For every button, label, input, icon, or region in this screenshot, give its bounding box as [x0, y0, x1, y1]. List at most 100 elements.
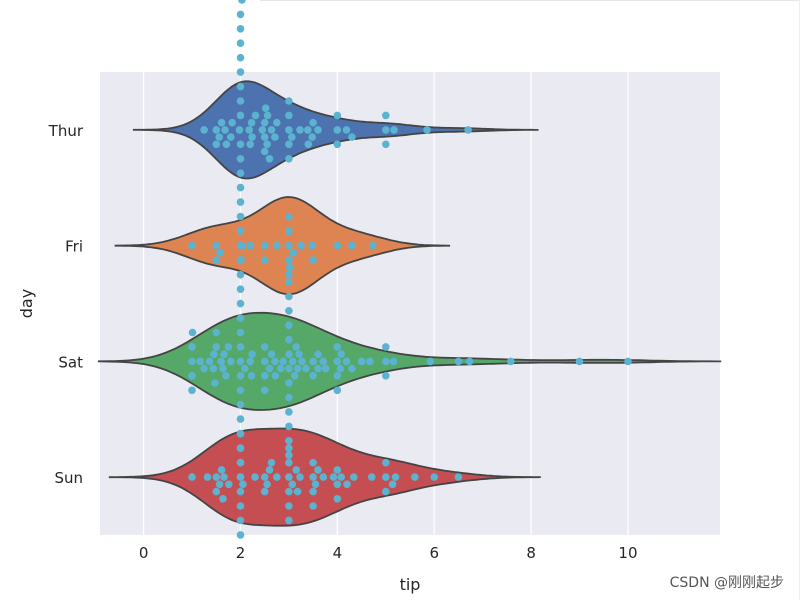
swarm-point-thur-13	[236, 97, 245, 105]
swarm-point-fri-7	[273, 241, 281, 250]
swarm-point-sat-68	[295, 350, 303, 359]
x-tick-4: 4	[333, 544, 343, 562]
swarm-point-sat-75	[319, 357, 328, 366]
swarm-point-sat-40	[260, 357, 269, 366]
swarm-point-sat-24	[236, 400, 245, 409]
swarm-point-sun-4	[215, 480, 224, 489]
swarm-point-thur-16	[236, 183, 245, 192]
swarm-point-sat-16	[222, 372, 230, 380]
swarm-point-thur-14	[236, 169, 245, 177]
swarm-point-thur-27	[238, 0, 246, 4]
swarm-point-sat-53	[285, 335, 293, 344]
swarm-point-sun-52	[382, 458, 390, 467]
swarm-point-sat-94	[507, 357, 515, 366]
swarm-point-sat-54	[285, 393, 293, 402]
swarm-point-sat-15	[220, 350, 228, 359]
swarm-point-sat-35	[238, 242, 246, 250]
swarm-point-sat-58	[285, 422, 293, 431]
swarm-point-sat-96	[624, 357, 632, 366]
swarm-point-thur-37	[261, 104, 270, 112]
swarm-point-thur-8	[228, 118, 236, 127]
swarm-point-thur-10	[236, 140, 245, 149]
swarm-point-fri-12	[285, 212, 293, 221]
swarm-point-sun-53	[388, 480, 397, 489]
swarm-point-sun-28	[285, 502, 293, 510]
swarm-point-thur-19	[236, 53, 245, 62]
swarm-point-sun-41	[319, 473, 328, 481]
swarm-point-thur-55	[314, 126, 322, 134]
swarm-point-sat-19	[236, 357, 245, 366]
swarm-point-sun-14	[236, 516, 245, 525]
swarm-point-thur-2	[212, 140, 221, 149]
swarm-point-sun-31	[288, 480, 297, 489]
swarm-point-sat-70	[302, 364, 310, 373]
swarm-point-sun-57	[454, 473, 463, 481]
swarm-point-sat-7	[205, 357, 214, 366]
swarm-point-sat-74	[314, 350, 322, 359]
top-border-line	[260, 0, 800, 1]
swarm-point-fri-9	[285, 256, 293, 264]
swarm-point-thur-43	[273, 118, 281, 127]
swarm-point-sat-38	[247, 372, 256, 380]
swarm-point-sun-5	[217, 466, 226, 474]
swarm-point-sat-5	[196, 357, 205, 366]
swarm-point-sat-50	[285, 364, 293, 373]
swarm-point-sat-46	[271, 357, 279, 366]
swarm-point-thur-11	[236, 111, 245, 120]
swarm-point-thur-64	[390, 126, 398, 134]
swarm-point-fri-13	[289, 249, 298, 257]
violin-fri	[114, 196, 451, 296]
swarm-point-fri-11	[285, 270, 293, 279]
swarm-point-sat-14	[219, 364, 227, 373]
swarm-point-sat-55	[285, 321, 293, 330]
swarm-point-fri-14	[297, 241, 305, 250]
swarm-point-sat-22	[236, 386, 245, 395]
swarm-point-sat-25	[236, 314, 245, 322]
swarm-point-thur-20	[236, 212, 245, 221]
swarm-point-sat-52	[285, 379, 293, 387]
swarm-point-thur-39	[263, 111, 272, 120]
swarm-point-sat-20	[236, 372, 245, 380]
swarm-point-sat-41	[260, 372, 269, 380]
swarm-point-sat-49	[279, 357, 287, 366]
swarm-point-sun-20	[260, 487, 269, 496]
swarm-point-sat-21	[236, 343, 245, 351]
swarm-point-thur-40	[265, 155, 274, 163]
swarm-point-thur-45	[285, 140, 293, 149]
swarm-point-sun-13	[236, 444, 245, 453]
swarm-point-sat-72	[309, 372, 317, 380]
swarm-point-thur-33	[258, 126, 267, 134]
swarm-point-thur-36	[260, 147, 269, 156]
swarm-point-thur-5	[221, 126, 229, 134]
y-axis-label: day	[17, 289, 36, 318]
swarm-point-thur-44	[285, 126, 293, 134]
x-axis-label: tip	[400, 575, 421, 594]
x-tick-labels: 0 2 4 6 8 10	[139, 544, 638, 562]
swarm-point-sat-63	[286, 263, 294, 272]
swarm-point-sun-33	[293, 487, 302, 496]
x-tick-8: 8	[526, 544, 536, 562]
swarm-point-sun-34	[296, 473, 304, 481]
swarm-point-sat-18	[227, 357, 235, 366]
swarm-point-fri-6	[260, 256, 269, 264]
swarm-point-sat-17	[224, 343, 233, 351]
swarm-point-sat-48	[276, 364, 285, 373]
swarm-point-sat-12	[212, 328, 221, 337]
swarm-point-sat-56	[285, 408, 293, 416]
swarm-point-sat-84	[348, 364, 356, 373]
swarm-point-sat-51	[285, 350, 293, 359]
swarm-point-thur-49	[288, 133, 296, 141]
swarm-point-thur-66	[464, 126, 472, 134]
swarm-point-sat-73	[314, 364, 322, 373]
swarm-point-sat-82	[337, 350, 346, 359]
swarm-point-sun-54	[391, 473, 400, 481]
swarm-point-fri-1	[212, 241, 221, 250]
swarm-point-thur-59	[342, 126, 351, 134]
swarm-point-thur-61	[382, 126, 390, 134]
swarm-point-thur-62	[382, 140, 390, 149]
swarm-point-sat-79	[333, 343, 342, 351]
swarm-point-sat-87	[382, 357, 390, 366]
swarm-point-fri-5	[260, 241, 269, 250]
swarm-point-thur-6	[222, 140, 231, 149]
swarm-point-sun-25	[285, 473, 293, 481]
